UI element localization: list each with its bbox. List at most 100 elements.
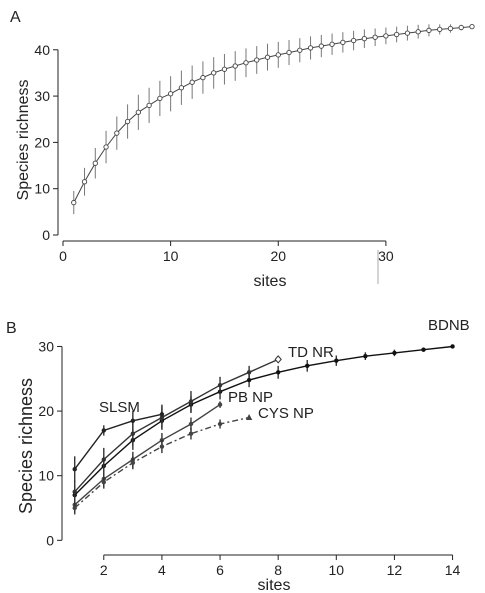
panel-b-series-bdnb-point (392, 350, 397, 356)
panel-a-series-0-point (264, 54, 271, 60)
panel-b-series-slsm-line (74, 413, 163, 470)
panel-b-series-td-nr-point (72, 489, 77, 495)
panel-b-y-tick-label: 10 (38, 468, 54, 484)
panel-a-series-0-point (200, 74, 206, 81)
panel-b-series-labels: BDNB TD NR SLSM PB NP CYS NP (99, 317, 470, 422)
panel-a-series-0-point (307, 45, 314, 51)
panel-a-series-0-point (361, 36, 368, 42)
panel-b-series-td-nr-point (274, 355, 282, 364)
panel-a-y-axis-title: Species richness (15, 80, 32, 201)
panel-a-series-0-point (297, 47, 303, 53)
panel-b-x-tick-label: 8 (274, 562, 282, 578)
panel-b-series-slsm-point (72, 467, 77, 472)
panel-a-series-0-point (350, 37, 357, 44)
panel-a-x-tick-label: 0 (59, 248, 67, 264)
panel-b-series-td-nr-point (101, 457, 106, 462)
series-label-cys-np: CYS NP (258, 405, 314, 422)
panel-a-y-tick-label: 40 (34, 42, 50, 58)
panel-a-series-0-point (383, 33, 389, 39)
panel-b-axes: 0 10 20 30 2 4 6 8 10 12 14 (38, 338, 460, 578)
panel-b-label: B (6, 320, 17, 337)
panel-a-series-0-point (81, 179, 88, 185)
panel-b-y-axis-title: Species richness (16, 378, 36, 514)
panel-b-series-slsm-point (159, 412, 165, 417)
panel-b-x-tick-label: 2 (100, 562, 108, 578)
panel-a-series-0-point (254, 57, 260, 63)
panel-a-series-0-point (114, 130, 120, 136)
panel-a-series-0-point (211, 70, 217, 76)
panel-b-marks (72, 344, 455, 515)
panel-a-series-0-point (415, 29, 421, 35)
panel-a-series-0-point (275, 52, 281, 58)
panel-b-x-tick-label: 4 (158, 562, 166, 578)
panel-b-series-bdnb-point (305, 363, 310, 369)
panel-a-series-0-point (135, 109, 141, 115)
panel-b-series-bdnb-point (363, 353, 368, 359)
panel-b-series-bdnb-point (275, 370, 281, 375)
series-label-pb-np: PB NP (228, 389, 273, 406)
panel-b: B Species richness sites 0 10 20 30 2 4 6 8 10 12… (6, 317, 470, 593)
panel-a-series-0-point (340, 39, 346, 46)
panel-b-series-bdnb-line (74, 345, 453, 496)
panel-b-series-td-nr-point (246, 370, 252, 375)
panel-b-series-pb-np-point (159, 437, 165, 443)
panel-a-series-0-point (167, 91, 174, 97)
panel-b-y-tick-label: 30 (38, 338, 54, 354)
panel-a-y-tick-label: 20 (34, 134, 50, 150)
series-label-bdnb: BDNB (428, 317, 470, 334)
panel-a-series-0-point (243, 60, 249, 66)
panel-b-x-tick-label: 6 (216, 562, 224, 578)
panel-a-series-0-point (372, 34, 378, 40)
panel-a-series-0-point (426, 27, 432, 33)
panel-b-series-cys-np-point (245, 414, 253, 421)
panel-a-series-0-point (394, 31, 400, 38)
panel-b-series-cys-np-point (72, 505, 77, 511)
panel-a-series-0-line (73, 26, 473, 203)
panel-a-axes: 0 10 20 30 40 0 10 20 30 (34, 42, 393, 264)
panel-a-series-0-point (469, 23, 475, 30)
panel-b-series-cys-np-point (188, 431, 194, 436)
panel-b-series-bdnb-point (421, 347, 426, 352)
panel-a-series-0-point (437, 26, 443, 33)
panel-a: A Species richness sites 0 10 20 30 40 0 10 20 3… (10, 9, 475, 290)
panel-a-series-0-point (92, 160, 98, 166)
panel-a-series-0-point (318, 43, 324, 49)
panel-b-series-bdnb-point (450, 344, 455, 349)
panel-b-series-pb-np-point (188, 421, 194, 427)
panel-b-series-td-nr-line (74, 358, 279, 493)
panel-a-series-0-point (124, 118, 131, 125)
panel-a-series-0-point (286, 49, 292, 56)
panel-a-marks (71, 23, 475, 215)
panel-b-x-tick-label: 10 (329, 562, 345, 578)
panel-b-series-slsm-point (130, 418, 136, 423)
panel-b-series-cys-np-point (217, 421, 223, 427)
panel-a-series-0-point (71, 199, 77, 206)
panel-b-series-bdnb-point (334, 358, 339, 363)
panel-b-x-tick-label: 14 (445, 562, 461, 578)
panel-b-series-slsm-point (101, 428, 106, 433)
panel-a-x-tick-label: 30 (378, 248, 394, 264)
panel-b-series-cys-np-point (130, 460, 136, 465)
panel-b-y-tick-label: 0 (46, 532, 54, 548)
panel-b-series-pb-np-line (74, 404, 221, 506)
panel-b-series-cys-np-point (101, 479, 106, 485)
panel-b-series-td-nr-point (217, 383, 223, 388)
panel-b-y-tick-label: 20 (38, 403, 54, 419)
panel-a-x-tick-label: 20 (270, 248, 286, 264)
series-label-slsm: SLSM (99, 399, 140, 416)
panel-b-series-td-nr-point (130, 431, 136, 436)
panel-b-series-td-nr-point (188, 399, 194, 404)
panel-a-y-tick-label: 0 (42, 227, 50, 243)
panel-a-series-0-point (157, 95, 163, 102)
panel-a-label: A (10, 9, 21, 26)
panel-a-series-0-point (146, 102, 152, 108)
panel-a-x-axis-title: sites (254, 273, 287, 290)
panel-a-x-tick-label: 10 (163, 248, 179, 264)
panel-b-series-bdnb-point (246, 377, 252, 383)
panel-b-series-pb-np-point (217, 402, 223, 407)
panel-a-series-0-point (189, 79, 195, 85)
panel-a-y-tick-label: 10 (34, 181, 50, 197)
panel-a-series-0-point (404, 30, 411, 36)
panel-b-x-axis-title: sites (258, 577, 291, 593)
